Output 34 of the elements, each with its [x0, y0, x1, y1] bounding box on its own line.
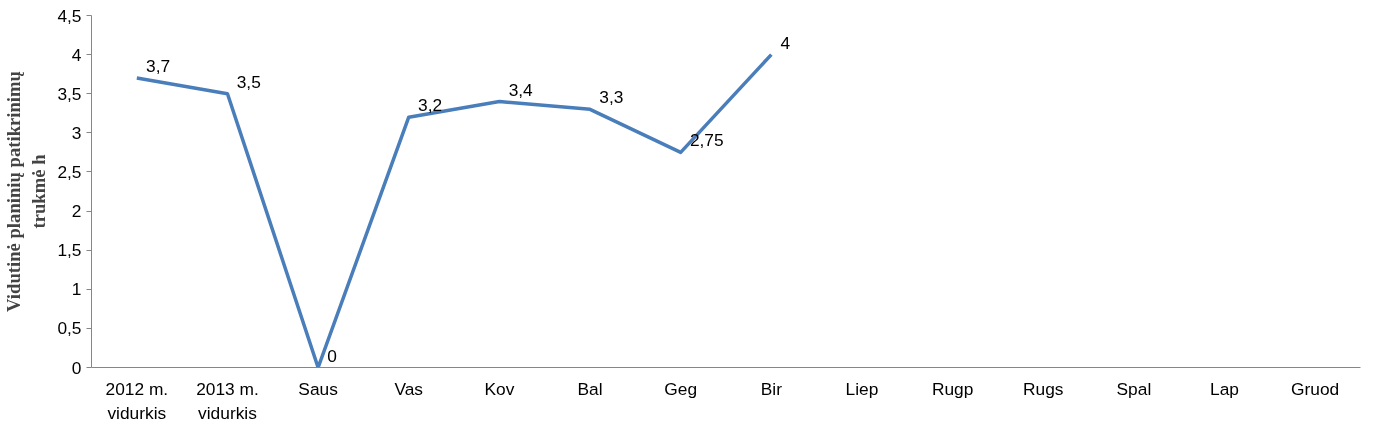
- data-label: 3,5: [236, 71, 261, 92]
- x-tick-label: Bir: [760, 378, 783, 399]
- x-tick-label: Kov: [484, 378, 515, 399]
- x-tick-label: Rugp: [931, 378, 974, 399]
- data-label: 0: [327, 345, 337, 366]
- y-tick-label: 3,5: [57, 83, 82, 104]
- x-tick-label: Geg: [664, 378, 698, 399]
- y-tick-label: 0: [71, 357, 82, 378]
- x-tick-label: Gruod: [1291, 378, 1340, 399]
- y-tick-label: 4: [71, 44, 82, 65]
- y-tick-label: 4,5: [57, 5, 82, 26]
- data-label: 4: [780, 32, 791, 53]
- x-tick-label: Lap: [1210, 378, 1239, 399]
- y-axis-title: Vidutinė planinių patikrinimų trukmė h: [3, 71, 50, 312]
- data-label: 2,75: [689, 130, 724, 151]
- x-tick-label: Saus: [298, 378, 339, 399]
- data-label: 3,2: [418, 95, 443, 116]
- line-series: [135, 52, 774, 368]
- x-tick-label: 2012 m. vidurkis: [105, 378, 169, 423]
- y-tick-label: 2: [71, 201, 82, 222]
- data-label: 3,3: [599, 87, 624, 108]
- x-tick-label: Rugs: [1023, 378, 1064, 399]
- data-label: 3,4: [508, 79, 534, 100]
- data-label: 3,7: [146, 56, 171, 77]
- y-tick-label: 1: [71, 279, 82, 300]
- y-tick-label: 0,5: [57, 318, 82, 339]
- x-tick-label: 2013 m. vidurkis: [196, 378, 259, 423]
- x-tick-label: Bal: [577, 378, 603, 399]
- x-tick-label: Liep: [845, 378, 879, 399]
- x-tick-label: Spal: [1116, 378, 1152, 399]
- y-tick-label: 3: [71, 122, 82, 143]
- y-tick-label: 2,5: [57, 161, 82, 182]
- x-tick-label: Vas: [394, 378, 424, 399]
- y-tick-label: 1,5: [57, 240, 82, 261]
